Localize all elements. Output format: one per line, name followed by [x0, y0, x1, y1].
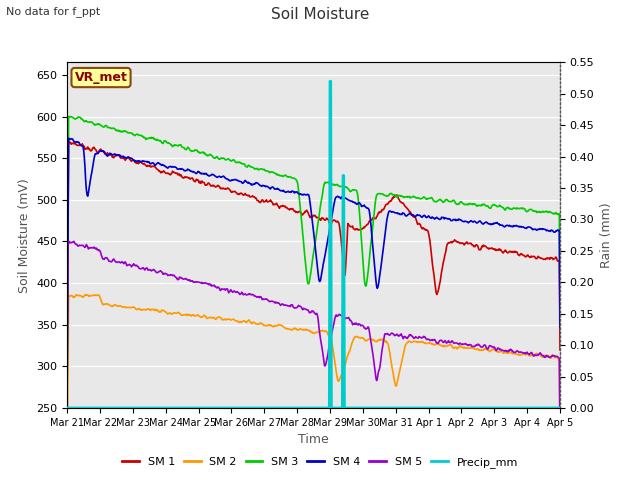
Text: No data for f_ppt: No data for f_ppt: [6, 6, 100, 17]
Text: Soil Moisture: Soil Moisture: [271, 7, 369, 22]
X-axis label: Time: Time: [298, 433, 329, 446]
Legend: SM 1, SM 2, SM 3, SM 4, SM 5, Precip_mm: SM 1, SM 2, SM 3, SM 4, SM 5, Precip_mm: [118, 452, 522, 472]
Y-axis label: Soil Moisture (mV): Soil Moisture (mV): [18, 178, 31, 293]
Y-axis label: Rain (mm): Rain (mm): [600, 203, 613, 268]
Text: VR_met: VR_met: [75, 71, 127, 84]
